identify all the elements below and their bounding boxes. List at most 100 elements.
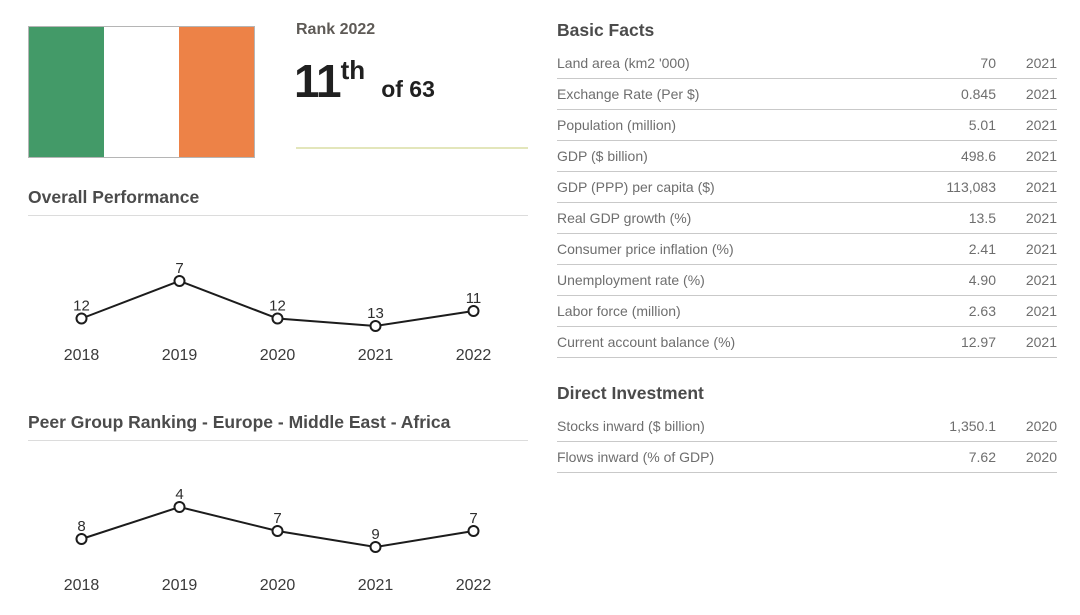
chart-point xyxy=(173,501,186,513)
chart-point xyxy=(369,541,382,553)
table-row: Flows inward (% of GDP) 7.62 2020 xyxy=(557,442,1057,473)
chart-year-label: 2020 xyxy=(260,577,296,594)
overall-performance-title: Overall Performance xyxy=(28,187,200,207)
row-value: 2.41 xyxy=(968,241,996,257)
row-label: Flows inward (% of GDP) xyxy=(557,449,715,465)
row-label: Exchange Rate (Per $) xyxy=(557,86,700,102)
rank-number: 11 xyxy=(294,55,342,107)
row-label: GDP ($ billion) xyxy=(557,148,648,164)
flag-white-stripe xyxy=(104,27,179,157)
row-label: Land area (km2 '000) xyxy=(557,55,690,71)
row-value: 7.62 xyxy=(968,449,996,465)
chart-point xyxy=(369,320,382,332)
peer-group-ranking-title: Peer Group Ranking - Europe - Middle Eas… xyxy=(28,412,451,432)
chart-year-label: 2021 xyxy=(358,347,394,364)
peer-group-ranking-chart: 8 2018 4 2019 7 2020 9 2021 7 2022 xyxy=(64,486,492,594)
chart-year-label: 2022 xyxy=(456,577,492,594)
row-year: 2021 xyxy=(1025,303,1057,319)
row-year: 2021 xyxy=(1025,55,1057,71)
chart-point xyxy=(467,305,480,317)
direct-investment-title: Direct Investment xyxy=(557,383,704,403)
chart-value-label: 8 xyxy=(77,518,85,535)
chart-year-label: 2018 xyxy=(64,347,100,364)
row-year: 2021 xyxy=(1025,117,1057,133)
chart-point xyxy=(271,312,284,325)
chart-year-label: 2019 xyxy=(162,577,198,594)
peer-group-ranking-divider xyxy=(28,440,528,441)
row-year: 2021 xyxy=(1025,272,1057,288)
chart-value-label: 11 xyxy=(466,290,482,307)
row-label: Stocks inward ($ billion) xyxy=(557,418,705,434)
row-year: 2021 xyxy=(1025,241,1057,257)
table-row: Labor force (million) 2.63 2021 xyxy=(557,296,1057,327)
row-year: 2020 xyxy=(1025,449,1057,465)
basic-facts-title: Basic Facts xyxy=(557,20,655,40)
table-row: Unemployment rate (%) 4.90 2021 xyxy=(557,265,1057,296)
row-year: 2021 xyxy=(1025,86,1057,102)
rank-ordinal-suffix: th xyxy=(340,55,366,85)
row-value: 5.01 xyxy=(968,117,996,133)
row-value: 12.97 xyxy=(960,334,996,350)
table-row: Stocks inward ($ billion) 1,350.1 2020 xyxy=(557,411,1057,442)
table-row: GDP (PPP) per capita ($) 113,083 2021 xyxy=(557,172,1057,203)
row-year: 2021 xyxy=(1025,148,1057,164)
table-row: Exchange Rate (Per $) 0.845 2021 xyxy=(557,79,1057,110)
flag-orange-stripe xyxy=(179,27,254,157)
row-label: Consumer price inflation (%) xyxy=(557,241,734,257)
row-value: 70 xyxy=(980,55,996,71)
table-row: Consumer price inflation (%) 2.41 2021 xyxy=(557,234,1057,265)
chart-year-label: 2018 xyxy=(64,577,100,594)
direct-investment-section: Direct Investment Stocks inward ($ billi… xyxy=(557,383,1057,473)
row-year: 2020 xyxy=(1025,418,1057,434)
chart-value-label: 7 xyxy=(273,510,281,527)
row-year: 2021 xyxy=(1025,334,1057,350)
overall-performance-chart: 12 2018 7 2019 12 2020 13 2021 11 2022 xyxy=(64,260,492,364)
rank-label: Rank 2022 xyxy=(296,21,376,38)
table-row: Population (million) 5.01 2021 xyxy=(557,110,1057,141)
chart-point xyxy=(271,525,284,537)
row-label: Current account balance (%) xyxy=(557,334,736,350)
chart-value-label: 12 xyxy=(269,298,286,315)
chart-year-label: 2019 xyxy=(162,347,198,364)
row-year: 2021 xyxy=(1025,179,1057,195)
chart-year-label: 2022 xyxy=(456,347,492,364)
chart-year-label: 2021 xyxy=(358,577,394,594)
chart-year-label: 2020 xyxy=(260,347,296,364)
rank-divider xyxy=(296,147,528,149)
row-value: 113,083 xyxy=(946,179,996,195)
rank-value: 11th of 63 xyxy=(294,54,435,108)
row-value: 0.845 xyxy=(960,86,996,102)
table-row: GDP ($ billion) 498.6 2021 xyxy=(557,141,1057,172)
row-label: Labor force (million) xyxy=(557,303,681,319)
row-value: 4.90 xyxy=(968,272,996,288)
chart-value-label: 9 xyxy=(371,526,379,543)
basic-facts-table: Land area (km2 '000) 70 2021 Exchange Ra… xyxy=(557,48,1057,358)
row-value: 13.5 xyxy=(968,210,996,226)
table-row: Real GDP growth (%) 13.5 2021 xyxy=(557,203,1057,234)
chart-point xyxy=(173,275,186,287)
row-value: 1,350.1 xyxy=(949,418,996,434)
row-year: 2021 xyxy=(1025,210,1057,226)
row-label: Real GDP growth (%) xyxy=(557,210,692,226)
row-label: GDP (PPP) per capita ($) xyxy=(557,179,715,195)
chart-point xyxy=(75,533,88,545)
chart-point xyxy=(75,312,88,325)
chart-value-label: 12 xyxy=(73,298,90,315)
chart-value-label: 13 xyxy=(367,305,384,322)
flag-green-stripe xyxy=(29,27,104,157)
row-value: 2.63 xyxy=(968,303,996,319)
table-row: Current account balance (%) 12.97 2021 xyxy=(557,327,1057,358)
row-label: Unemployment rate (%) xyxy=(557,272,705,288)
chart-value-label: 7 xyxy=(469,510,477,527)
basic-facts-section: Basic Facts Land area (km2 '000) 70 2021… xyxy=(557,20,1057,358)
chart-value-label: 4 xyxy=(175,486,183,503)
direct-investment-table: Stocks inward ($ billion) 1,350.1 2020 F… xyxy=(557,411,1057,473)
rank-of-total: of 63 xyxy=(381,76,435,102)
chart-point xyxy=(467,525,480,537)
ireland-flag xyxy=(28,26,255,158)
row-value: 498.6 xyxy=(960,148,996,164)
overall-performance-divider xyxy=(28,215,528,216)
chart-value-label: 7 xyxy=(175,260,183,277)
table-row: Land area (km2 '000) 70 2021 xyxy=(557,48,1057,79)
